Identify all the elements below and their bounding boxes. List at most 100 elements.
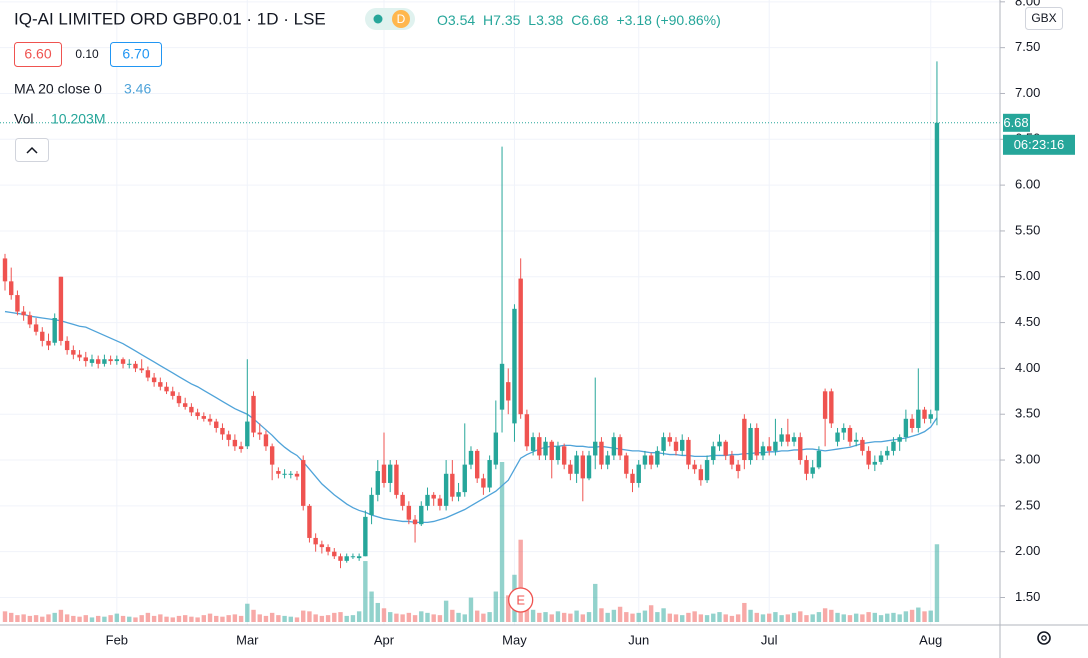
candle-body	[394, 464, 399, 495]
candle-body	[232, 439, 238, 447]
volume-bar	[493, 591, 499, 622]
volume-bar	[319, 615, 325, 622]
volume-bar	[804, 615, 809, 622]
volume-bar	[276, 615, 281, 622]
volume-bar	[611, 609, 617, 622]
volume-bar	[928, 610, 933, 622]
bid-box[interactable]	[14, 42, 62, 67]
candle-body	[555, 446, 561, 461]
candle-body	[151, 377, 157, 383]
volume-bar	[406, 612, 412, 622]
ma-line	[4, 310, 938, 524]
volume-bar	[630, 613, 635, 622]
candle-body	[624, 455, 629, 474]
volume-bar	[773, 612, 778, 622]
volume-name: Vol	[14, 111, 33, 127]
volume-bar	[176, 615, 182, 622]
y-tick-label: 7.50	[1015, 39, 1040, 54]
volume-bar	[431, 614, 436, 622]
volume-bar	[269, 612, 275, 622]
candle-body	[822, 391, 828, 419]
volume-bar	[537, 612, 542, 622]
candle-body	[226, 434, 231, 440]
candle-body	[642, 455, 648, 465]
volume-bar	[77, 616, 82, 622]
candle-body	[574, 455, 579, 474]
candle-body	[648, 455, 654, 465]
volume-bar	[748, 609, 753, 622]
candle-body	[182, 403, 188, 407]
earnings-label: E	[516, 592, 525, 607]
settings-gear[interactable]	[1037, 631, 1051, 645]
plot-area: E	[0, 0, 1000, 625]
volume-bar	[586, 612, 592, 622]
ask: 6.70	[122, 46, 149, 62]
y-tick-label: 6.00	[1015, 177, 1040, 192]
volume-bar	[307, 611, 312, 622]
volume-bar	[891, 612, 896, 622]
volume-bar	[754, 612, 759, 622]
volume-bar	[64, 614, 70, 622]
candle-body	[530, 437, 536, 451]
candle-body	[412, 519, 418, 525]
candle-body	[667, 437, 672, 442]
candle-body	[288, 473, 293, 475]
spread: 0.10	[75, 47, 99, 61]
candle-body	[773, 441, 778, 451]
badge-circle	[392, 10, 410, 28]
candle-body	[686, 439, 691, 465]
volume-bar	[711, 613, 716, 622]
candle-body	[487, 460, 492, 488]
candle-body	[698, 469, 704, 481]
volume-bar	[549, 614, 554, 622]
candle-body	[127, 363, 132, 365]
volume-bar	[114, 613, 120, 622]
last-price-tag	[1003, 113, 1030, 132]
y-tick-label: 5.00	[1015, 268, 1040, 283]
ohlc-legend: O3.54 H7.35 L3.38 C6.68 +3.18 (+90.86%)	[437, 12, 721, 28]
candle-body	[108, 359, 113, 362]
volume-bar	[593, 583, 598, 622]
candle-body	[841, 427, 846, 433]
candle-body	[655, 450, 660, 465]
currency-button[interactable]	[1025, 7, 1063, 30]
volume-bar	[21, 614, 26, 622]
collapse-icon	[26, 146, 38, 154]
candle-body	[853, 439, 859, 442]
candle-body	[437, 498, 443, 506]
volume-bar	[885, 613, 890, 622]
candle-body	[301, 460, 306, 506]
candle-body	[319, 544, 325, 548]
candle-body	[456, 492, 461, 497]
ask-box[interactable]	[110, 42, 162, 67]
candle-body	[593, 441, 598, 456]
volume-bar	[294, 617, 300, 622]
candle-body	[338, 556, 343, 561]
volume-bar	[468, 597, 474, 622]
candle-body	[692, 464, 697, 470]
candle-body	[754, 427, 759, 456]
volume-bar	[543, 612, 548, 622]
candle-body	[878, 455, 884, 462]
candle-body	[561, 446, 567, 465]
candle-body	[791, 437, 797, 442]
candle-body	[549, 441, 554, 461]
candle-body	[21, 311, 26, 316]
candle-body	[518, 278, 523, 415]
volume-bar	[325, 615, 331, 622]
volume-bar	[624, 612, 629, 622]
candle-body	[524, 414, 530, 447]
candle-body	[748, 427, 753, 461]
earnings-marker	[508, 587, 534, 613]
candle-body	[474, 450, 480, 479]
candle-body	[866, 450, 871, 465]
collapse-button[interactable]	[15, 138, 49, 162]
candle-body	[481, 478, 486, 488]
volume-bar	[791, 612, 797, 622]
volume-bar	[33, 615, 39, 622]
volume-bar	[487, 612, 492, 622]
candle-body	[580, 455, 586, 479]
volume-bar	[760, 614, 766, 622]
candle-body	[201, 416, 207, 419]
candle-body	[332, 551, 337, 557]
